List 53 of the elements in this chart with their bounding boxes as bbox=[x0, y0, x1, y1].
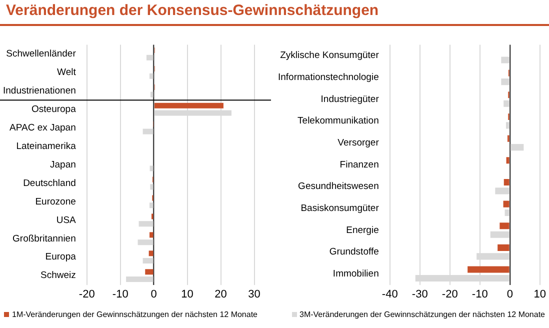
x-tick-label: 30 bbox=[248, 288, 260, 300]
y-tick-label: Japan bbox=[50, 159, 76, 170]
y-tick-label: APAC ex Japan bbox=[10, 122, 76, 134]
x-tick-label: -30 bbox=[412, 288, 428, 300]
y-tick-label: Schwellenländer bbox=[6, 48, 76, 60]
y-tick-label: Eurozone bbox=[35, 196, 76, 208]
bar bbox=[149, 73, 154, 79]
bar bbox=[148, 250, 154, 256]
x-tick-label: -10 bbox=[472, 288, 488, 300]
y-tick-label: Industriegüter bbox=[320, 94, 379, 105]
y-tick-label: Basiskonsumgüter bbox=[300, 203, 379, 214]
y-tick-label: Schweiz bbox=[40, 270, 76, 282]
bar bbox=[149, 202, 154, 208]
y-tick-label: Telekommunikation bbox=[298, 116, 379, 127]
chart-title: Veränderungen der Konsensus-Gewinnschätzungen bbox=[5, 1, 380, 21]
y-tick-label: Zyklische Konsumgüter bbox=[280, 50, 379, 62]
y-tick-label: Immobilien bbox=[332, 268, 379, 280]
bar bbox=[150, 92, 154, 98]
y-tick-label: Gesundheitswesen bbox=[298, 181, 379, 192]
x-tick-label: 0 bbox=[150, 288, 157, 300]
bar bbox=[142, 258, 154, 264]
bar bbox=[138, 240, 154, 246]
y-tick-label: Osteuropa bbox=[32, 104, 77, 115]
bar bbox=[138, 221, 154, 227]
y-tick-label: Welt bbox=[57, 67, 76, 78]
bar bbox=[142, 128, 154, 134]
bar bbox=[149, 232, 154, 238]
y-tick-label: Finanzen bbox=[340, 159, 379, 170]
x-tick-label: -10 bbox=[112, 288, 128, 300]
x-tick-label: -20 bbox=[442, 288, 458, 300]
y-tick-label: Europa bbox=[45, 252, 77, 263]
bar bbox=[154, 102, 224, 108]
x-tick-label: 20 bbox=[214, 288, 227, 300]
y-tick-label: Großbritannien bbox=[12, 233, 76, 244]
legend-label: 3M-Veränderungen der Gewinnschätzungen der nächsten 12 Monate bbox=[300, 310, 545, 319]
y-tick-label: Informationstechnologie bbox=[278, 72, 379, 84]
x-tick-label: 10 bbox=[181, 288, 194, 300]
y-tick-label: Deutschland bbox=[23, 178, 76, 189]
bar bbox=[145, 269, 154, 275]
y-tick-label: Grundstoffe bbox=[329, 246, 379, 258]
bar bbox=[146, 54, 154, 60]
y-tick-label: Industrienationen bbox=[2, 86, 76, 96]
y-tick-label: Energie bbox=[346, 224, 379, 236]
x-tick-label: -20 bbox=[78, 288, 95, 300]
bar bbox=[150, 184, 154, 190]
x-tick-label: -40 bbox=[382, 288, 398, 300]
legend-label: 1M-Veränderungen der Gewinnschätzungen der nächsten 12 Monate bbox=[12, 310, 258, 319]
x-tick-label: 10 bbox=[534, 288, 546, 300]
bar bbox=[126, 276, 154, 282]
y-tick-label: Versorger bbox=[338, 138, 379, 149]
y-tick-label: USA bbox=[56, 214, 77, 226]
x-tick-label: 0 bbox=[506, 288, 513, 300]
y-tick-label: Lateinamerika bbox=[16, 140, 77, 152]
